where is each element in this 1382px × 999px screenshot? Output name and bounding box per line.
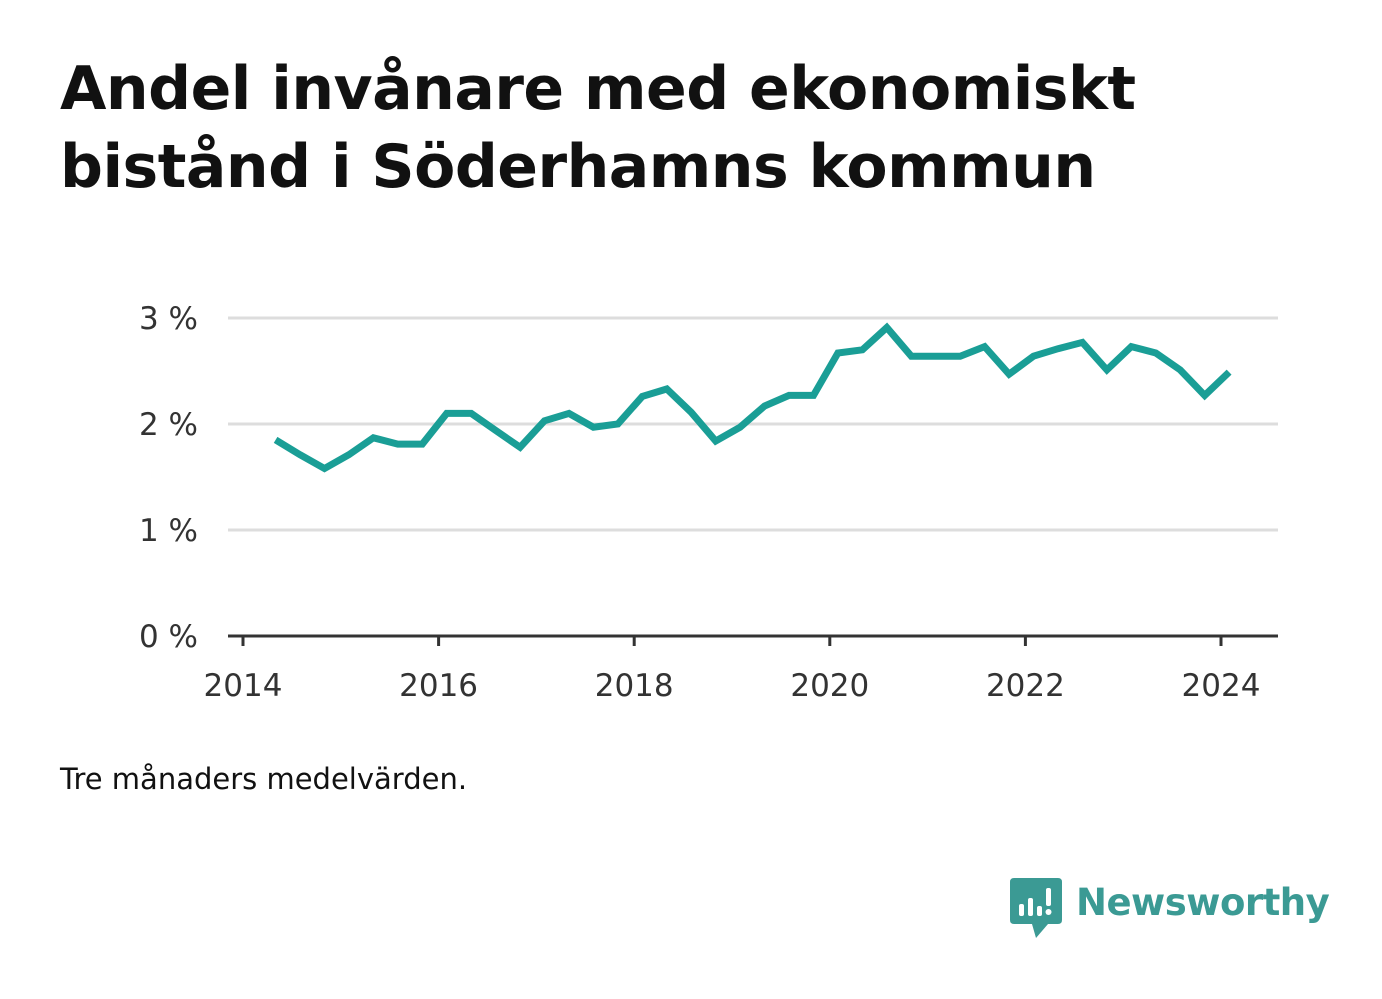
y-axis: 0 % 1 % 2 % 3 % (139, 301, 198, 655)
brand-name: Newsworthy (1076, 881, 1330, 924)
grid-lines (228, 316, 1278, 532)
series-line (273, 322, 1232, 473)
x-axis: 2014 2016 2018 2020 2022 2024 (204, 634, 1278, 704)
y-tick-label: 2 % (139, 407, 198, 443)
y-tick-label: 1 % (139, 513, 198, 549)
brand[interactable]: Newsworthy (1010, 878, 1330, 942)
y-tick-label: 3 % (139, 301, 198, 337)
newsworthy-logo-icon (1010, 878, 1062, 938)
series-layer (273, 322, 1232, 473)
x-tick-label: 2014 (204, 668, 283, 704)
x-tick-label: 2016 (399, 668, 478, 704)
footnote: Tre månaders medelvärden. (60, 762, 468, 796)
line-chart: 0 % 1 % 2 % 3 % 2014 2016 2018 2020 2022 2024 (139, 301, 1278, 704)
x-tick-label: 2022 (986, 668, 1065, 704)
x-tick-label: 2020 (790, 668, 869, 704)
chart-title: Andel invånare med ekonomiskt bistånd i … (60, 54, 1136, 202)
x-tick-label: 2024 (1182, 668, 1261, 704)
x-tick-label: 2018 (595, 668, 674, 704)
y-tick-label: 0 % (139, 619, 198, 655)
